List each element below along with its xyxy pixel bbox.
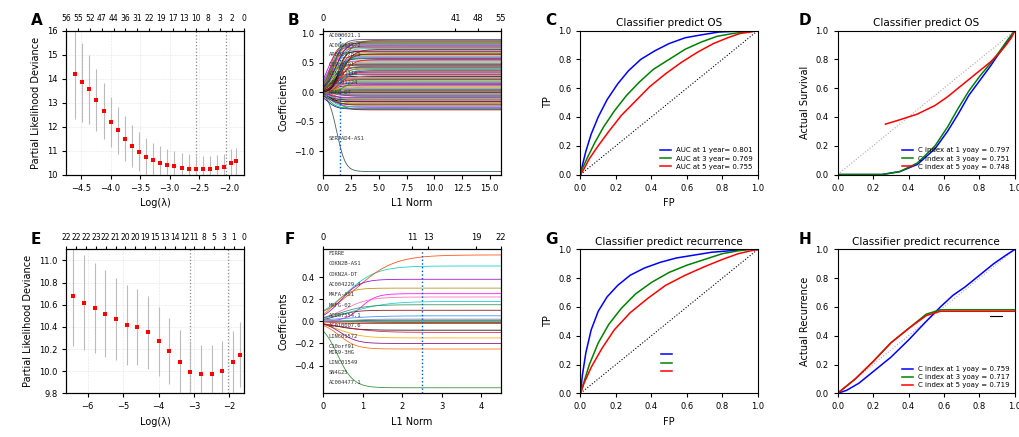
Text: SN4G25: SN4G25 — [328, 370, 347, 375]
Text: C10orf91: C10orf91 — [328, 344, 355, 349]
Text: AC006637.2: AC006637.2 — [328, 43, 361, 48]
Text: AC004229.4: AC004229.4 — [328, 282, 361, 287]
Text: CDKN2A-DT: CDKN2A-DT — [328, 271, 358, 277]
Title: Classifier predict OS: Classifier predict OS — [872, 18, 978, 28]
Title: Classifier predict recurrence: Classifier predict recurrence — [852, 237, 1000, 247]
Legend: C index at 1 yoay = 0.759, C index at 3 yoay = 0.717, C index at 5 yoay = 0.719: C index at 1 yoay = 0.759, C index at 3 … — [900, 365, 1011, 390]
Text: H: H — [798, 232, 810, 247]
Text: B: B — [287, 13, 300, 28]
Text: FIRRE: FIRRE — [328, 251, 344, 256]
Text: LINC01224: LINC01224 — [328, 80, 358, 85]
X-axis label: Log(λ): Log(λ) — [140, 417, 170, 427]
Text: AC010007.6: AC010007.6 — [328, 323, 361, 328]
Y-axis label: Coefficients: Coefficients — [278, 74, 288, 131]
Text: C10orf91: C10orf91 — [328, 62, 355, 66]
Y-axis label: Coefficients: Coefficients — [278, 293, 288, 350]
Text: AC004477.1: AC004477.1 — [328, 380, 361, 385]
Legend: AUC at 1 year= 0.801, AUC at 3 year= 0.769, AUC at 5 year= 0.755: AUC at 1 year= 0.801, AUC at 3 year= 0.7… — [658, 146, 754, 171]
Legend: C index at 1 yoay = 0.797, C index at 3 yoay = 0.751, C index at 5 yoay = 0.748: C index at 1 yoay = 0.797, C index at 3 … — [900, 146, 1011, 171]
Text: AC007554.1: AC007554.1 — [328, 313, 361, 318]
Text: LINC01572: LINC01572 — [328, 334, 358, 339]
Text: MIR9-3HG: MIR9-3HG — [328, 350, 355, 355]
Text: MAFA-AS1: MAFA-AS1 — [328, 292, 355, 297]
Text: A: A — [31, 13, 43, 28]
Text: G: G — [544, 232, 557, 247]
Y-axis label: Actual Survival: Actual Survival — [799, 66, 809, 139]
Text: D: D — [798, 13, 810, 28]
X-axis label: L1 Norm: L1 Norm — [391, 417, 432, 427]
X-axis label: FP: FP — [662, 198, 675, 208]
X-axis label: L1 Norm: L1 Norm — [391, 198, 432, 208]
Y-axis label: Partial Likelihood Deviance: Partial Likelihood Deviance — [23, 255, 34, 387]
Y-axis label: TP: TP — [542, 97, 552, 108]
Text: AC000021.1: AC000021.1 — [328, 34, 361, 38]
Legend: , , : , , — [659, 350, 678, 375]
Text: MAFG-DT: MAFG-DT — [328, 90, 352, 94]
X-axis label: FP: FP — [662, 417, 675, 427]
Y-axis label: Actual Recurrence: Actual Recurrence — [799, 277, 809, 366]
Y-axis label: Partial Likelihood Deviance: Partial Likelihood Deviance — [31, 37, 41, 169]
Text: LINC01116: LINC01116 — [328, 71, 358, 76]
Text: E: E — [31, 232, 41, 247]
Text: AP002478.1: AP002478.1 — [328, 52, 361, 57]
Text: MAFG-02: MAFG-02 — [328, 303, 352, 308]
X-axis label: Log(λ): Log(λ) — [140, 198, 170, 208]
Text: LINC01549: LINC01549 — [328, 360, 358, 365]
Text: CDKN2B-AS1: CDKN2B-AS1 — [328, 261, 361, 266]
Title: Classifier predict OS: Classifier predict OS — [615, 18, 721, 28]
Title: Classifier predict recurrence: Classifier predict recurrence — [595, 237, 742, 247]
Text: C: C — [544, 13, 555, 28]
Y-axis label: TP: TP — [542, 316, 552, 327]
Text: F: F — [284, 232, 294, 247]
Text: SERTAD4-AS1: SERTAD4-AS1 — [328, 135, 364, 141]
